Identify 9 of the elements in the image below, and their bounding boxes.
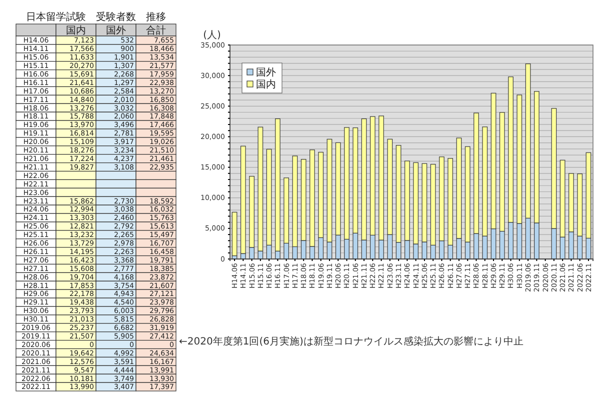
x-tick-label: 国外 — [106, 26, 126, 37]
text: ←2020年度第1回(6月実施)は新型コロナウイルス感染拡大の影響により中止 — [179, 336, 524, 348]
chart-title: 日本留学試験 受験者数 推移 — [26, 11, 166, 23]
y-axis-title: (人) — [203, 30, 221, 41]
x-tick-label: 合計 — [146, 24, 166, 37]
bar — [232, 212, 238, 256]
x-tick-label: 国内 — [66, 24, 86, 37]
legend-label: 国内 — [256, 78, 276, 90]
legend-label: 国外 — [256, 68, 276, 78]
